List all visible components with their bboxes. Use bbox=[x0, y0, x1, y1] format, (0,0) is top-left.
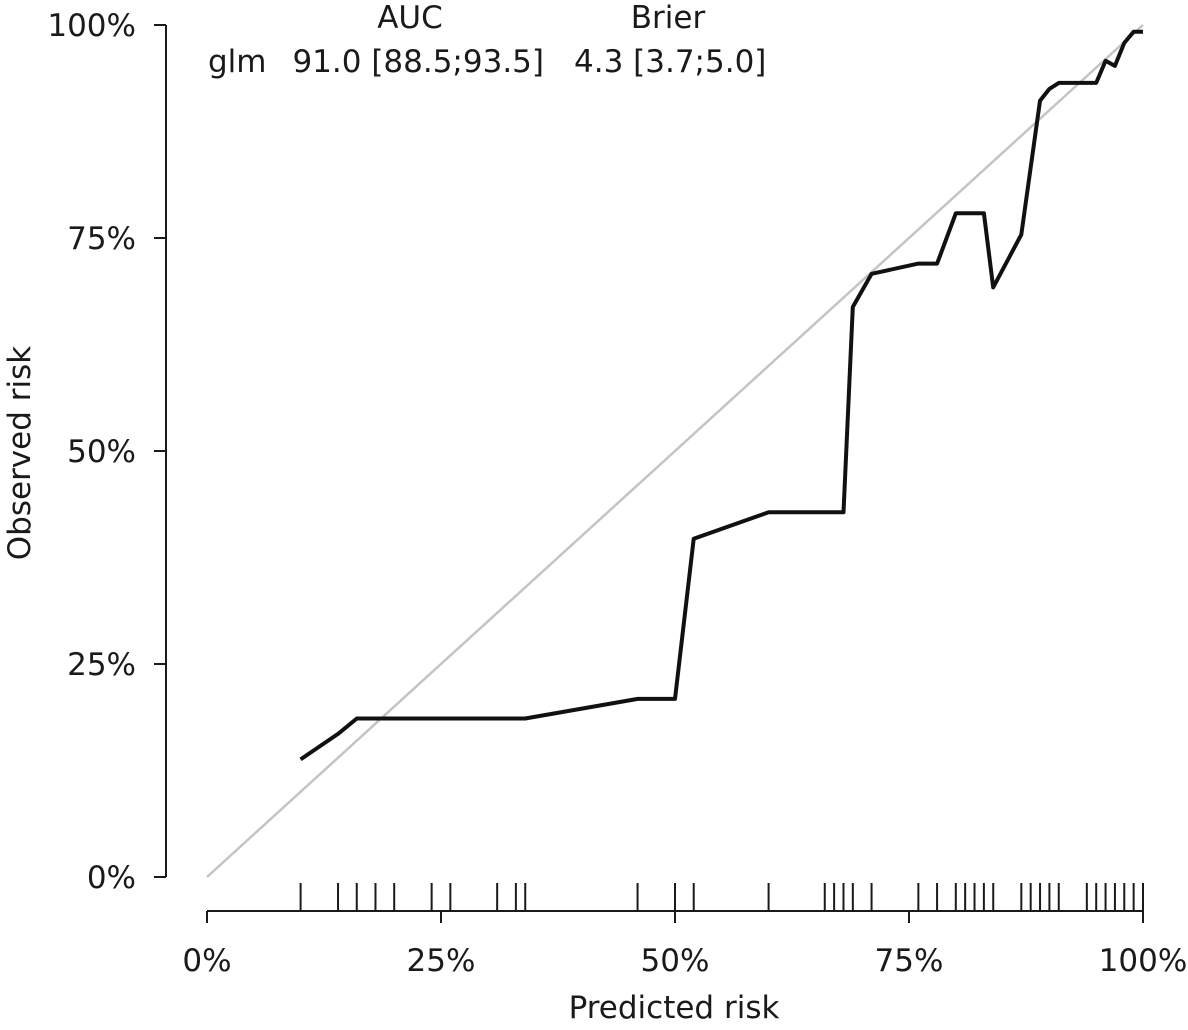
y-tick-label: 0% bbox=[87, 860, 136, 896]
x-axis-title: Predicted risk bbox=[569, 990, 780, 1026]
calibration-curve-glm bbox=[299, 29, 1143, 762]
x-axis-ticks: 0% 25% 50% 75% 100% bbox=[182, 911, 1187, 979]
y-axis-ticks: 0% 25% 50% 75% 100% bbox=[47, 8, 166, 896]
y-tick-label: 75% bbox=[67, 221, 136, 257]
legend-row-brier: 4.3 [3.7;5.0] bbox=[574, 44, 766, 80]
y-tick-label: 100% bbox=[47, 8, 136, 44]
rug-marks bbox=[299, 883, 1144, 911]
x-tick-label: 0% bbox=[182, 943, 231, 979]
legend-header-brier: Brier bbox=[631, 0, 706, 36]
y-axis-title: Observed risk bbox=[2, 346, 38, 561]
legend-header-auc: AUC bbox=[377, 0, 443, 36]
x-tick-label: 50% bbox=[641, 943, 710, 979]
legend-row-name: glm bbox=[208, 44, 267, 80]
x-tick-label: 75% bbox=[875, 943, 944, 979]
y-tick-label: 25% bbox=[67, 647, 136, 683]
legend: AUC Brier glm 91.0 [88.5;93.5] 4.3 [3.7;… bbox=[208, 0, 766, 80]
x-axis: 0% 25% 50% 75% 100% bbox=[182, 910, 1187, 979]
x-tick-label: 100% bbox=[1099, 943, 1188, 979]
legend-row-auc: 91.0 [88.5;93.5] bbox=[292, 44, 544, 80]
y-axis: 0% 25% 50% 75% 100% bbox=[47, 8, 167, 896]
y-tick-label: 50% bbox=[67, 434, 136, 470]
x-tick-label: 25% bbox=[407, 943, 476, 979]
reference-diagonal-line bbox=[206, 24, 1144, 878]
